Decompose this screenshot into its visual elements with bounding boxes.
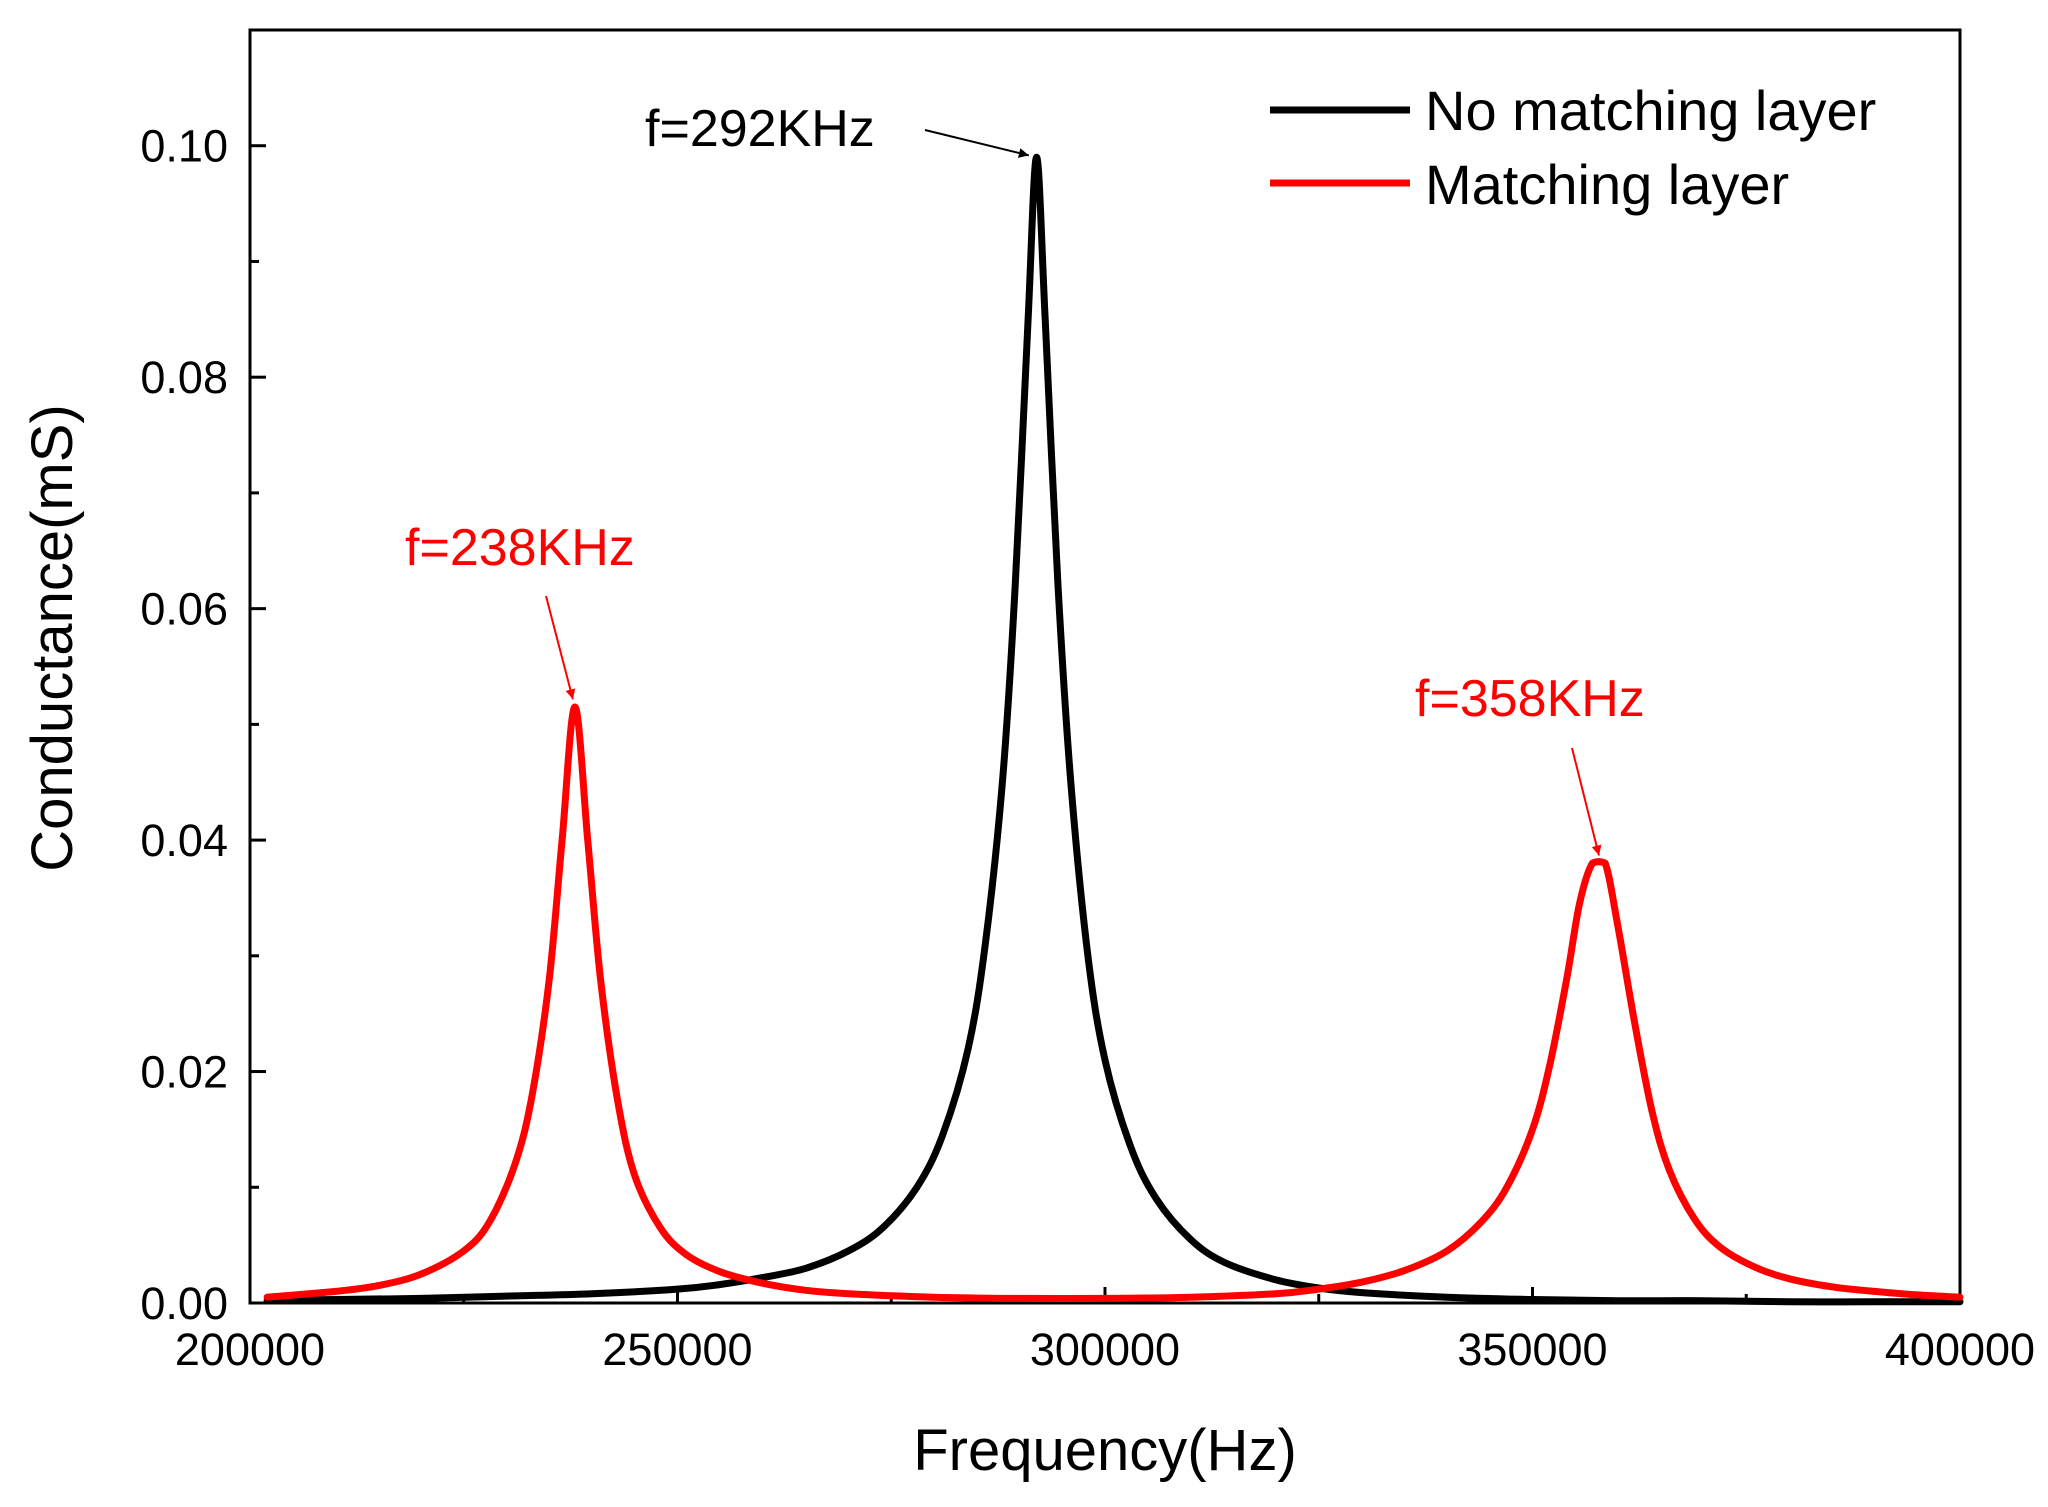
y-tick-label: 0.00	[140, 1278, 228, 1329]
y-axis: 0.00 0.02 0.04 0.06 0.08 0.10	[140, 28, 266, 1329]
y-tick-label: 0.02	[140, 1047, 228, 1098]
annotation-arrow-292khz	[924, 129, 1030, 158]
x-tick-label: 350000	[1457, 1324, 1607, 1375]
annotation-238khz: f=238KHz	[405, 519, 635, 700]
legend: No matching layer Matching layer	[1270, 79, 1876, 216]
y-axis-title: Conductance(mS)	[20, 404, 85, 871]
legend-label-matching-layer: Matching layer	[1425, 153, 1789, 216]
y-tick-label: 0.10	[140, 121, 228, 172]
y-tick-label: 0.08	[140, 352, 228, 403]
x-tick-label: 400000	[1885, 1324, 2035, 1375]
series-line-matching-layer	[263, 703, 1964, 1303]
x-axis-title: Frequency(Hz)	[913, 1418, 1297, 1483]
annotation-358khz: f=358KHz	[1415, 670, 1645, 856]
x-tick-label: 300000	[1030, 1324, 1180, 1375]
annotation-text-292khz: f=292KHz	[645, 100, 875, 158]
annotation-text-358khz: f=358KHz	[1415, 670, 1645, 728]
y-tick-label: 0.04	[140, 815, 228, 866]
y-tick-label: 0.06	[140, 584, 228, 635]
annotation-292khz: f=292KHz	[645, 100, 1030, 158]
plot-frame	[248, 28, 1962, 1305]
legend-label-no-matching-layer: No matching layer	[1425, 79, 1876, 142]
x-tick-label: 250000	[602, 1324, 752, 1375]
annotation-arrow-238khz	[545, 595, 576, 700]
series-line-no-matching-layer	[263, 153, 1964, 1306]
series-layer	[263, 153, 1964, 1306]
x-axis: 200000 250000 300000 350000 400000	[175, 1287, 2035, 1375]
annotation-arrow-358khz	[1571, 747, 1602, 856]
annotation-text-238khz: f=238KHz	[405, 519, 635, 577]
x-tick-label: 200000	[175, 1324, 325, 1375]
